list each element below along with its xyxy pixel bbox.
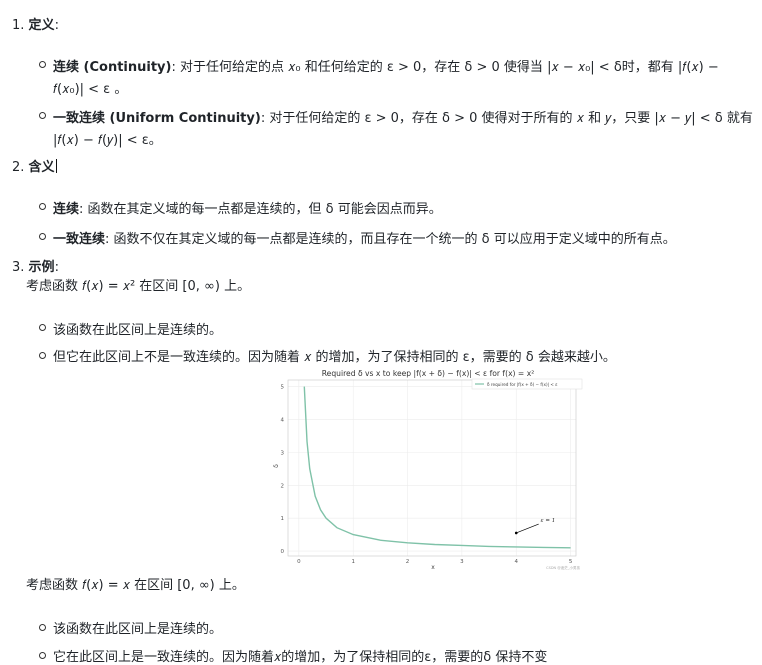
text-cursor xyxy=(55,159,58,173)
annotation-label: ε = 1 xyxy=(541,518,556,524)
y-tick-label: 2 xyxy=(281,483,285,489)
term-continuity: 连续 xyxy=(53,202,80,217)
x-tick-label: 0 xyxy=(297,559,301,565)
def-uniform-line1: 一致连续 (Uniform Continuity): 对于任何给定的 ε > 0… xyxy=(53,111,753,126)
section-title: 定义 xyxy=(28,18,55,33)
list-bullet xyxy=(39,61,46,68)
section-2-heading[interactable]: 2. 含义 xyxy=(12,156,58,175)
example-bullet-2: 但它在此区间上不是一致连续的。因为随着 𝑥 的增加，为了保持相同的 ε，需要的 … xyxy=(53,350,616,365)
section-3-heading: 3. 示例: xyxy=(12,256,59,275)
x-tick-label: 3 xyxy=(460,559,464,565)
annotation: ε = 1 xyxy=(514,518,556,535)
section-number: 3. xyxy=(12,260,25,275)
legend-box xyxy=(471,378,583,390)
colon: : xyxy=(54,260,59,275)
section-number: 1. xyxy=(12,18,25,33)
example-intro-2: 考虑函数 𝑓(𝑥) = 𝑥 在区间 [0, ∞) 上。 xyxy=(26,578,245,593)
y-axis-label: δ xyxy=(273,464,280,468)
list-bullet xyxy=(39,233,46,240)
legend: δ required for |f(x + δ) − f(x)| < ε xyxy=(471,378,583,390)
chart-background xyxy=(270,366,586,572)
x-axis-label: x xyxy=(431,564,435,571)
meaning-continuity-text: : 函数在其定义域的每一点都是连续的，但 δ 可能会因点而异。 xyxy=(79,202,442,217)
x-tick-label: 5 xyxy=(569,559,573,565)
term-uniform: 一致连续 (Uniform Continuity) xyxy=(53,111,261,126)
plot-frame xyxy=(287,379,577,557)
example-intro-1: 考虑函数 𝑓(𝑥) = 𝑥² 在区间 [0, ∞) 上。 xyxy=(26,279,251,294)
y-tick-label: 4 xyxy=(281,417,285,423)
chart-grid xyxy=(288,380,576,556)
meaning-continuity: 连续: 函数在其定义域的每一点都是连续的，但 δ 可能会因点而异。 xyxy=(53,198,442,217)
section-title: 示例 xyxy=(28,260,55,275)
watermark: CSDN @迷茫_小男孩 xyxy=(546,565,580,570)
term-uniform: 一致连续 xyxy=(53,232,106,247)
example-bullet-3: 该函数在此区间上是连续的。 xyxy=(53,622,223,637)
y-tick-label: 3 xyxy=(281,450,285,456)
series-line xyxy=(303,386,571,549)
y-tick-label: 1 xyxy=(281,516,285,522)
chart-ticks: 0 1 2 3 4 5 0 1 2 3 4 5 xyxy=(281,385,573,565)
list-bullet xyxy=(39,203,46,210)
meaning-uniform-text: : 函数不仅在其定义域的每一点都是连续的，而且存在一个统一的 δ 可以应用于定义… xyxy=(105,232,676,247)
x-tick-label: 2 xyxy=(406,559,410,565)
x-tick-label: 4 xyxy=(514,559,518,565)
meaning-uniform: 一致连续: 函数不仅在其定义域的每一点都是连续的，而且存在一个统一的 δ 可以应… xyxy=(53,228,676,247)
list-bullet xyxy=(39,652,46,659)
section-title: 含义 xyxy=(28,160,55,175)
annotation-arrowhead xyxy=(514,531,518,535)
def-continuity-line1: 连续 (Continuity): 对于任何给定的点 𝑥₀ 和任何给定的 ε > … xyxy=(53,60,719,75)
section-number: 2. xyxy=(12,160,25,175)
term-continuity: 连续 (Continuity) xyxy=(53,60,172,75)
def-uniform-line2: |𝑓(𝑥) − 𝑓(𝑦)| < ε。 xyxy=(53,133,162,148)
y-tick-label: 0 xyxy=(281,549,285,555)
chart-title: Required δ vs x to keep |f(x + δ) − f(x)… xyxy=(322,369,535,378)
colon: : xyxy=(54,18,59,33)
x-tick-label: 1 xyxy=(351,559,355,565)
def-continuity-line2: 𝑓(𝑥₀)| < ε 。 xyxy=(53,82,128,97)
y-tick-label: 5 xyxy=(281,385,285,391)
section-1-heading: 1. 定义: xyxy=(12,14,59,33)
delta-vs-x-chart: Required δ vs x to keep |f(x + δ) − f(x)… xyxy=(270,366,586,572)
def-continuity-text: 对于任何给定的点 𝑥₀ 和任何给定的 ε > 0，存在 δ > 0 使得当 |𝑥… xyxy=(179,60,719,75)
legend-label: δ required for |f(x + δ) − f(x)| < ε xyxy=(487,382,557,387)
list-bullet xyxy=(39,324,46,331)
list-bullet xyxy=(39,112,46,119)
list-bullet xyxy=(39,352,46,359)
example-bullet-1: 该函数在此区间上是连续的。 xyxy=(53,323,223,338)
def-uniform-text: 对于任何给定的 ε > 0，存在 δ > 0 使得对于所有的 𝑥 和 𝑦，只要 … xyxy=(269,111,753,126)
list-bullet xyxy=(39,624,46,631)
annotation-arrow xyxy=(516,523,539,534)
example-bullet-4: 它在此区间上是一致连续的。因为随着𝑥的增加，为了保持相同的ε，需要的δ 保持不变 xyxy=(53,650,548,665)
